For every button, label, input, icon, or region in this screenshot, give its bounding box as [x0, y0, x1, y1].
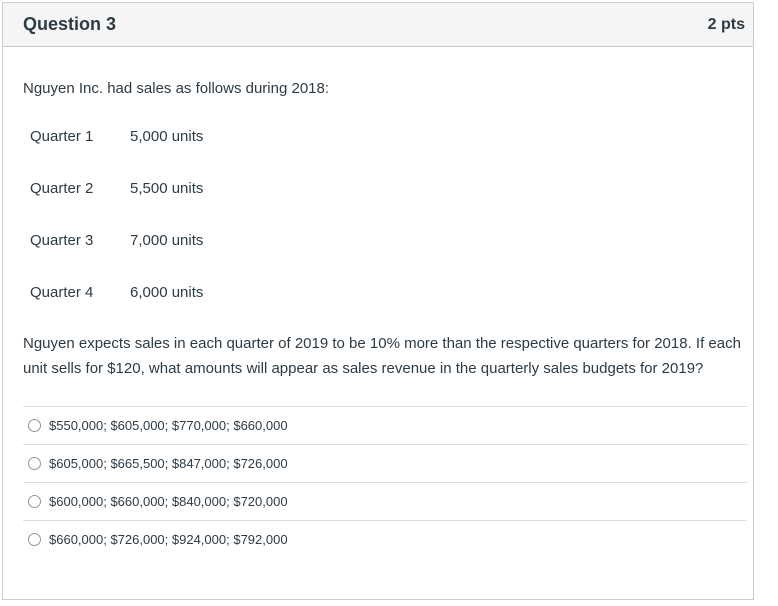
question-body: Nguyen Inc. had sales as follows during …: [3, 80, 753, 558]
quarter-list: Quarter 1 5,000 units Quarter 2 5,500 un…: [23, 127, 733, 335]
question-prompt: Nguyen expects sales in each quarter of …: [23, 335, 741, 377]
radio-button[interactable]: [28, 419, 41, 432]
quarter-row: Quarter 2 5,500 units: [23, 179, 733, 231]
question-header: Question 3 2 pts: [3, 3, 753, 47]
quarter-label: Quarter 1: [30, 128, 94, 145]
quarter-row: Quarter 4 6,000 units: [23, 283, 733, 335]
quarter-value: 7,000 units: [130, 232, 204, 249]
answer-label: $550,000; $605,000; $770,000; $660,000: [49, 418, 288, 433]
quarter-value: 5,000 units: [130, 128, 204, 145]
answer-label: $660,000; $726,000; $924,000; $792,000: [49, 532, 288, 547]
answer-option[interactable]: $600,000; $660,000; $840,000; $720,000: [23, 482, 747, 520]
quarter-row: Quarter 1 5,000 units: [23, 127, 733, 179]
answer-option[interactable]: $605,000; $665,500; $847,000; $726,000: [23, 444, 747, 482]
quarter-value: 6,000 units: [130, 284, 204, 301]
question-intro: Nguyen Inc. had sales as follows during …: [23, 80, 330, 97]
answer-label: $605,000; $665,500; $847,000; $726,000: [49, 456, 288, 471]
question-card: Question 3 2 pts Nguyen Inc. had sales a…: [2, 2, 754, 600]
quarter-label: Quarter 4: [30, 284, 94, 301]
radio-button[interactable]: [28, 457, 41, 470]
quarter-label: Quarter 3: [30, 232, 94, 249]
quarter-value: 5,500 units: [130, 180, 204, 197]
answer-label: $600,000; $660,000; $840,000; $720,000: [49, 494, 288, 509]
quarter-row: Quarter 3 7,000 units: [23, 231, 733, 283]
quarter-label: Quarter 2: [30, 180, 94, 197]
answer-list: $550,000; $605,000; $770,000; $660,000 $…: [23, 406, 747, 558]
radio-button[interactable]: [28, 533, 41, 546]
question-points: 2 pts: [707, 15, 745, 33]
answer-option[interactable]: $550,000; $605,000; $770,000; $660,000: [23, 406, 747, 444]
answer-option[interactable]: $660,000; $726,000; $924,000; $792,000: [23, 520, 747, 558]
question-title: Question 3: [23, 14, 117, 34]
radio-button[interactable]: [28, 495, 41, 508]
